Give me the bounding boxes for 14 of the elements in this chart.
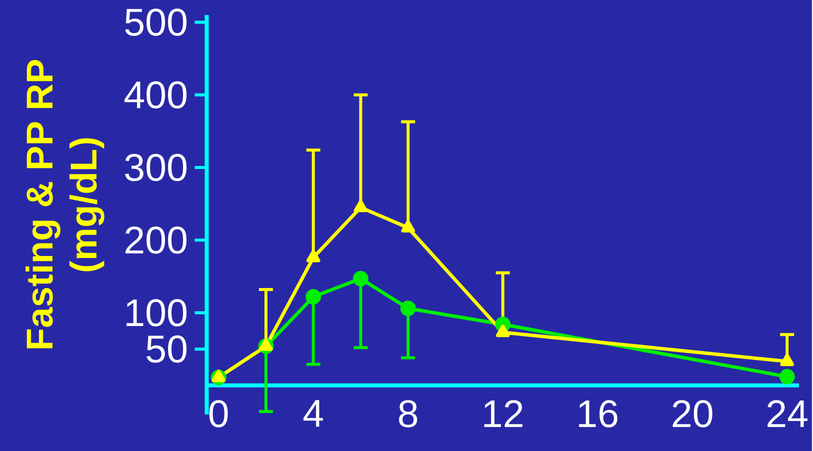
y-axis-title: Fasting & PP RP (mg/dL) — [26, 60, 104, 348]
y-tick-label: 500 — [125, 8, 187, 36]
x-tick-label: 16 — [579, 400, 618, 428]
x-tick-label: 8 — [399, 400, 418, 428]
x-tick-label: 24 — [768, 400, 808, 427]
x-tick-label: 0 — [209, 400, 228, 428]
y-tick-label: 400 — [124, 81, 187, 108]
x-tick-label: 4 — [303, 400, 323, 426]
x-tick-label: 12 — [484, 400, 522, 427]
y-tick-label: 100 — [126, 298, 187, 326]
y-tick-label: 200 — [126, 226, 187, 254]
y-tick-label: 300 — [125, 154, 187, 181]
y-tick-label: 50 — [146, 335, 187, 363]
x-tick-label: 20 — [672, 400, 712, 428]
